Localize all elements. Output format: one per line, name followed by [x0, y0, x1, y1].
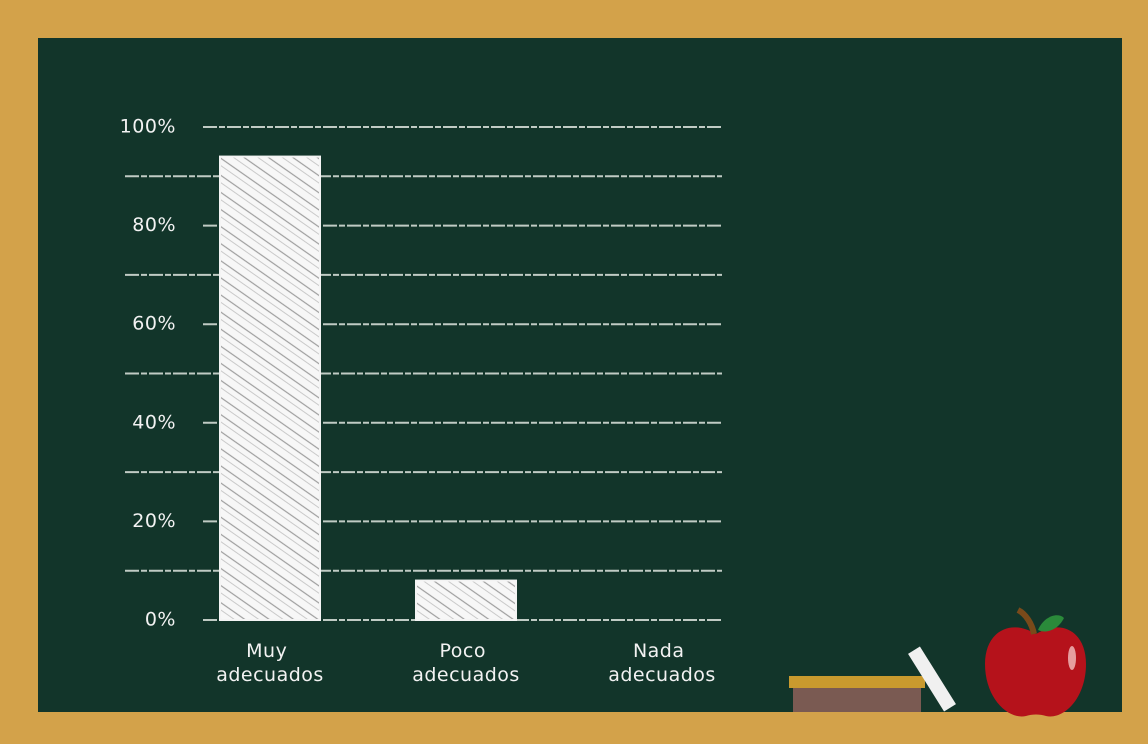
- plot-area: 0% 20% 40% 60% 80% 100% Muy adecuados Poco adec…: [120, 116, 722, 686]
- y-tick-label: 100%: [120, 116, 176, 138]
- x-tick-label: Poco adecuados: [412, 640, 520, 686]
- chalkboard: [38, 38, 1122, 712]
- bar: [415, 579, 517, 621]
- y-tick-label: 0%: [145, 609, 176, 631]
- eraser: [789, 676, 925, 712]
- chalk-stick: [908, 646, 956, 712]
- bar: [219, 155, 321, 622]
- apple: [985, 607, 1086, 717]
- y-tick-label: 80%: [132, 214, 176, 236]
- x-tick-label: Muy adecuados: [216, 640, 324, 686]
- y-tick-label: 20%: [132, 510, 176, 532]
- y-tick-label: 60%: [132, 313, 176, 335]
- y-tick-label: 40%: [132, 411, 176, 433]
- x-tick-label: Nada adecuados: [608, 640, 716, 686]
